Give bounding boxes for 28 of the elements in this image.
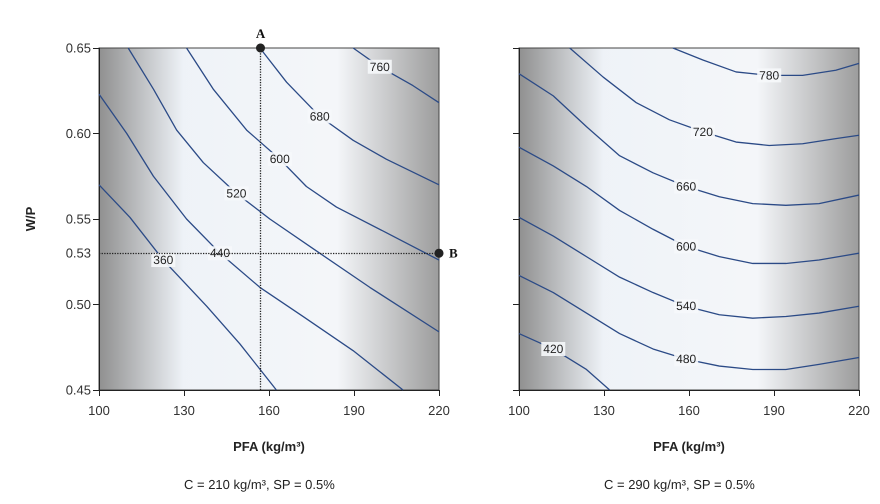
- line-series: [98, 184, 278, 391]
- line-series: [128, 47, 440, 333]
- x-tick-label: 190: [763, 403, 785, 418]
- y-tick-label: 0.50: [66, 297, 91, 312]
- x-tick-label: 130: [173, 403, 195, 418]
- x-tick-label: 100: [88, 403, 110, 418]
- x-axis-title: PFA (kg/m³): [233, 439, 305, 454]
- x-tick-label: 220: [848, 403, 870, 418]
- y-tick-label: 0.65: [66, 40, 91, 56]
- y-tick-label: 0.45: [66, 382, 91, 398]
- text: C = 210 kg/m³, SP = 0.5%: [184, 477, 336, 492]
- x-axis-title: PFA (kg/m³): [653, 439, 725, 454]
- annotation: B: [449, 246, 458, 261]
- text: C = 290 kg/m³, SP = 0.5%: [604, 477, 756, 492]
- ref-line-label: 0.53: [66, 246, 91, 261]
- x-tick-label: 130: [593, 403, 615, 418]
- y-tick-label: 0.55: [66, 212, 91, 226]
- line-series: [186, 47, 440, 261]
- y-axis-title: W/P: [23, 206, 38, 232]
- y-tick-label: 0.60: [66, 126, 91, 141]
- x-tick-label: 160: [258, 403, 280, 418]
- x-tick-label: 160: [678, 403, 700, 418]
- line-series: [98, 94, 404, 391]
- ref-line-label: A: [256, 26, 266, 41]
- x-tick-label: 190: [343, 403, 365, 418]
- x-tick-label: 220: [428, 403, 450, 418]
- x-tick-label: 100: [508, 403, 530, 418]
- line-series: [352, 47, 440, 104]
